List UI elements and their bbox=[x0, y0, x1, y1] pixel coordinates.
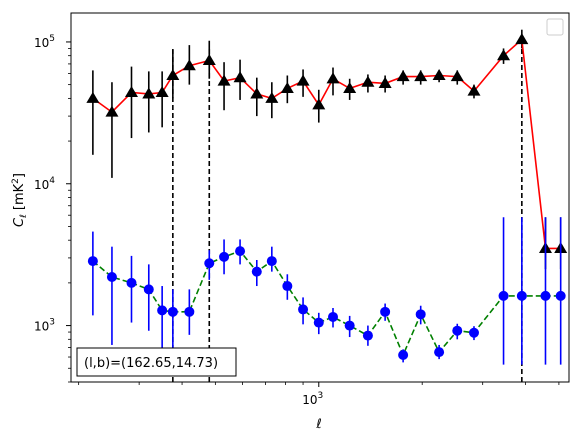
marker-1-22 bbox=[452, 325, 463, 336]
marker-1-0 bbox=[87, 256, 98, 267]
marker-0-6 bbox=[182, 59, 196, 71]
marker-1-8 bbox=[219, 251, 230, 262]
marker-0-15 bbox=[326, 72, 340, 84]
y-tick-label-exp-0: 3 bbox=[49, 318, 55, 328]
marker-1-25 bbox=[516, 290, 527, 301]
y-tick-label-exp-2: 5 bbox=[49, 34, 55, 44]
marker-1-10 bbox=[251, 266, 262, 277]
marker-0-16 bbox=[343, 81, 357, 93]
marker-1-3 bbox=[143, 284, 154, 295]
y-axis-label-unit-close: ] bbox=[12, 173, 27, 178]
marker-0-22 bbox=[450, 70, 464, 82]
y-tick-label-base-0: 10 bbox=[34, 320, 49, 334]
legend bbox=[546, 18, 564, 36]
marker-1-9 bbox=[235, 246, 246, 257]
marker-0-18 bbox=[378, 76, 392, 88]
y-tick-label-base-1: 10 bbox=[34, 178, 49, 192]
y-axis-label-unit-sup: 2 bbox=[11, 178, 21, 184]
marker-1-14 bbox=[313, 317, 324, 328]
x-tick-label-base-0: 10 bbox=[302, 393, 317, 407]
y-tick-label-0: 103 bbox=[34, 318, 55, 334]
marker-1-11 bbox=[266, 256, 277, 267]
marker-1-13 bbox=[298, 304, 309, 315]
marker-1-20 bbox=[415, 309, 426, 320]
y-axis-label-main: C bbox=[12, 217, 27, 227]
marker-0-2 bbox=[124, 86, 138, 98]
marker-0-13 bbox=[296, 74, 310, 86]
annotation-text: (l,b)=(162.65,14.73) bbox=[84, 356, 218, 371]
marker-1-19 bbox=[398, 350, 409, 361]
y-tick-label-exp-1: 4 bbox=[49, 176, 55, 186]
marker-1-24 bbox=[498, 290, 509, 301]
marker-1-17 bbox=[362, 330, 373, 341]
series-0 bbox=[86, 29, 568, 270]
marker-0-17 bbox=[361, 75, 375, 87]
marker-0-7 bbox=[202, 53, 216, 66]
marker-0-0 bbox=[86, 91, 100, 103]
marker-0-11 bbox=[265, 91, 279, 103]
y-axis-label-sub: ℓ bbox=[19, 214, 29, 219]
marker-0-3 bbox=[142, 87, 156, 99]
plot-area bbox=[86, 29, 568, 382]
marker-1-16 bbox=[344, 320, 355, 331]
x-tick-label-0: 103 bbox=[302, 391, 323, 407]
marker-0-14 bbox=[312, 98, 326, 110]
marker-1-12 bbox=[282, 281, 293, 292]
series-1 bbox=[87, 217, 566, 365]
marker-0-5 bbox=[166, 68, 180, 81]
marker-1-23 bbox=[468, 327, 479, 338]
marker-0-10 bbox=[250, 87, 264, 99]
legend-box bbox=[546, 18, 564, 36]
annotation-box: (l,b)=(162.65,14.73) bbox=[76, 347, 237, 377]
annotation-frame bbox=[76, 347, 237, 377]
y-tick-label-base-2: 10 bbox=[34, 36, 49, 50]
marker-0-21 bbox=[432, 68, 446, 81]
y-axis-label: Cℓ [mK2] bbox=[11, 173, 29, 227]
marker-1-1 bbox=[106, 272, 117, 283]
marker-0-25 bbox=[515, 33, 529, 45]
plot-area-frame bbox=[70, 12, 570, 383]
marker-0-23 bbox=[467, 84, 481, 96]
marker-1-27 bbox=[555, 290, 566, 301]
marker-0-1 bbox=[105, 105, 119, 117]
marker-0-19 bbox=[396, 70, 410, 82]
marker-0-4 bbox=[155, 86, 169, 98]
y-axis-label-unit-open: [mK bbox=[12, 183, 27, 214]
marker-0-24 bbox=[497, 49, 511, 61]
marker-1-15 bbox=[327, 311, 338, 322]
marker-1-18 bbox=[380, 306, 391, 317]
series-line-0 bbox=[92, 37, 561, 250]
marker-0-20 bbox=[414, 70, 428, 82]
marker-1-2 bbox=[126, 277, 137, 288]
marker-0-12 bbox=[280, 81, 294, 93]
marker-1-6 bbox=[184, 306, 195, 317]
series-line-1 bbox=[92, 250, 561, 358]
marker-1-4 bbox=[157, 305, 168, 316]
x-axis-label: ℓ bbox=[315, 417, 321, 432]
marker-0-9 bbox=[233, 71, 247, 83]
marker-1-21 bbox=[434, 347, 445, 358]
x-tick-label-exp-0: 3 bbox=[318, 391, 324, 401]
marker-1-7 bbox=[204, 258, 215, 269]
y-tick-label-1: 104 bbox=[34, 176, 55, 192]
y-tick-label-2: 105 bbox=[34, 34, 55, 50]
marker-1-5 bbox=[167, 306, 178, 317]
marker-1-26 bbox=[540, 290, 551, 301]
marker-0-8 bbox=[217, 74, 231, 86]
